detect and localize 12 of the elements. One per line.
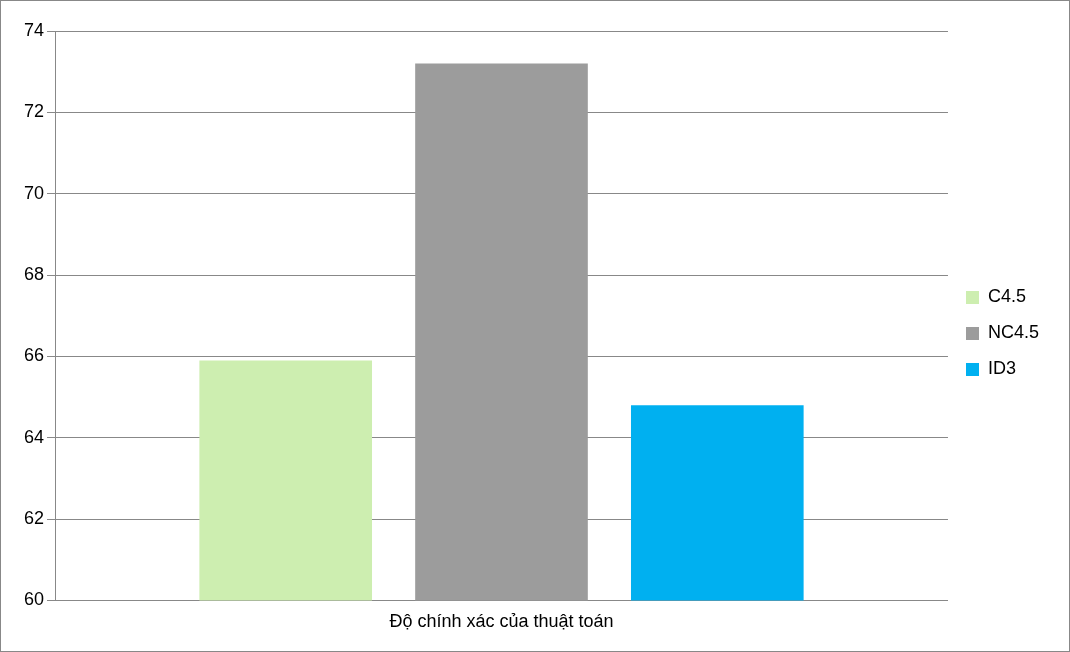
y-tick-label: 70	[23, 182, 45, 203]
y-tick-label: 66	[23, 345, 45, 366]
y-tick-label: 62	[23, 508, 45, 529]
legend-label: C4.5	[987, 286, 1027, 307]
y-tick-label: 72	[23, 101, 45, 122]
legend-label: NC4.5	[987, 322, 1040, 343]
legend-label: ID3	[987, 358, 1016, 379]
x-tick-label: Độ chính xác của thuật toán	[389, 611, 614, 632]
y-tick-label: 68	[23, 264, 45, 284]
y-tick-label: 64	[23, 426, 45, 447]
y-tick-label: 60	[23, 589, 45, 610]
y-tick-label: 74	[23, 19, 45, 40]
